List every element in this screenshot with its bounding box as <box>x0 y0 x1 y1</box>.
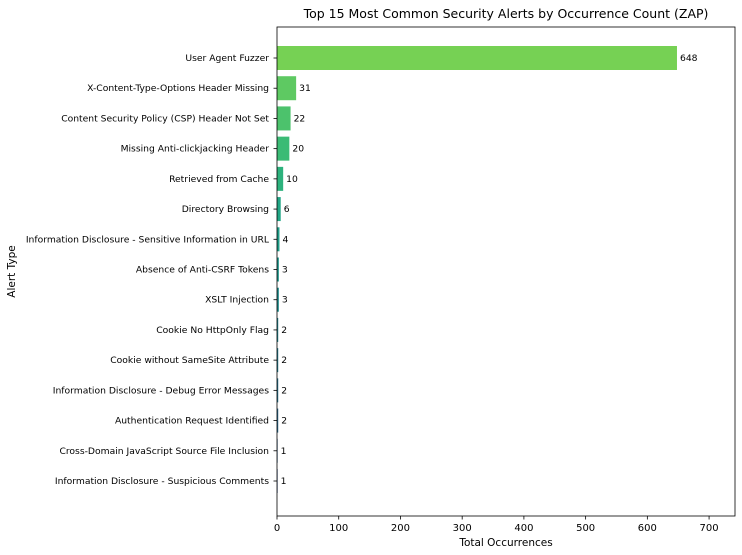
y-tick-label: Content Security Policy (CSP) Header Not… <box>61 113 269 124</box>
data-label: 6 <box>284 204 290 215</box>
bar <box>277 348 279 373</box>
bar <box>277 378 279 403</box>
bars-group <box>277 46 677 493</box>
data-label: 2 <box>281 325 287 336</box>
x-tick-label: 200 <box>391 523 410 534</box>
x-tick-label: 500 <box>576 523 595 534</box>
x-axis-label: Total Occurrences <box>458 537 552 549</box>
data-label: 31 <box>299 83 311 94</box>
data-label: 1 <box>281 446 287 457</box>
x-tick-label: 0 <box>274 523 280 534</box>
y-tick-label: Authentication Request Identified <box>115 416 269 427</box>
y-tick-label: Cross-Domain JavaScript Source File Incl… <box>59 446 269 457</box>
y-tick-label: X-Content-Type-Options Header Missing <box>87 83 269 94</box>
plot-frame <box>276 26 736 517</box>
bar <box>277 76 297 101</box>
y-tick-label: Directory Browsing <box>182 204 269 215</box>
y-tick-label: Information Disclosure - Sensitive Infor… <box>26 234 270 245</box>
data-label: 3 <box>282 295 288 306</box>
data-label: 648 <box>680 53 698 64</box>
bar <box>277 408 279 433</box>
y-tick-label: Absence of Anti-CSRF Tokens <box>136 265 269 276</box>
x-tick-label: 600 <box>638 523 657 534</box>
data-label: 2 <box>281 385 287 396</box>
y-tick-label: Information Disclosure - Debug Error Mes… <box>53 385 269 396</box>
data-label: 1 <box>281 476 287 487</box>
x-axis-ticks: 0 100 200 300 400 500 600 700 <box>274 516 719 534</box>
x-tick-label: 300 <box>453 523 472 534</box>
x-tick-label: 700 <box>700 523 719 534</box>
bar <box>277 287 279 312</box>
bar <box>277 46 677 70</box>
bar <box>277 317 279 342</box>
data-label: 22 <box>294 113 306 124</box>
chart-title: Top 15 Most Common Security Alerts by Oc… <box>303 6 709 21</box>
data-label: 4 <box>282 234 288 245</box>
y-tick-label: Information Disclosure - Suspicious Comm… <box>55 476 269 487</box>
y-tick-label: Cookie without SameSite Attribute <box>110 355 269 366</box>
y-tick-label: Retrieved from Cache <box>169 174 269 185</box>
y-tick-label: XSLT Injection <box>205 295 269 306</box>
data-label: 3 <box>282 265 288 276</box>
bar <box>277 197 281 222</box>
data-label: 2 <box>281 355 287 366</box>
y-axis-label: Alert Type <box>6 245 18 297</box>
bar <box>277 227 280 252</box>
y-tick-label: User Agent Fuzzer <box>185 53 269 64</box>
y-tick-label: Cookie No HttpOnly Flag <box>156 325 269 336</box>
bar <box>277 136 290 161</box>
x-tick-label: 100 <box>329 523 348 534</box>
y-axis-ticks: User Agent Fuzzer X-Content-Type-Options … <box>26 53 277 487</box>
data-label: 10 <box>286 174 298 185</box>
bar <box>277 106 291 131</box>
bar <box>277 166 284 191</box>
data-label: 2 <box>281 416 287 427</box>
x-tick-label: 400 <box>514 523 533 534</box>
bar <box>277 257 279 282</box>
data-label: 20 <box>292 144 304 155</box>
y-tick-label: Missing Anti-clickjacking Header <box>121 144 270 155</box>
